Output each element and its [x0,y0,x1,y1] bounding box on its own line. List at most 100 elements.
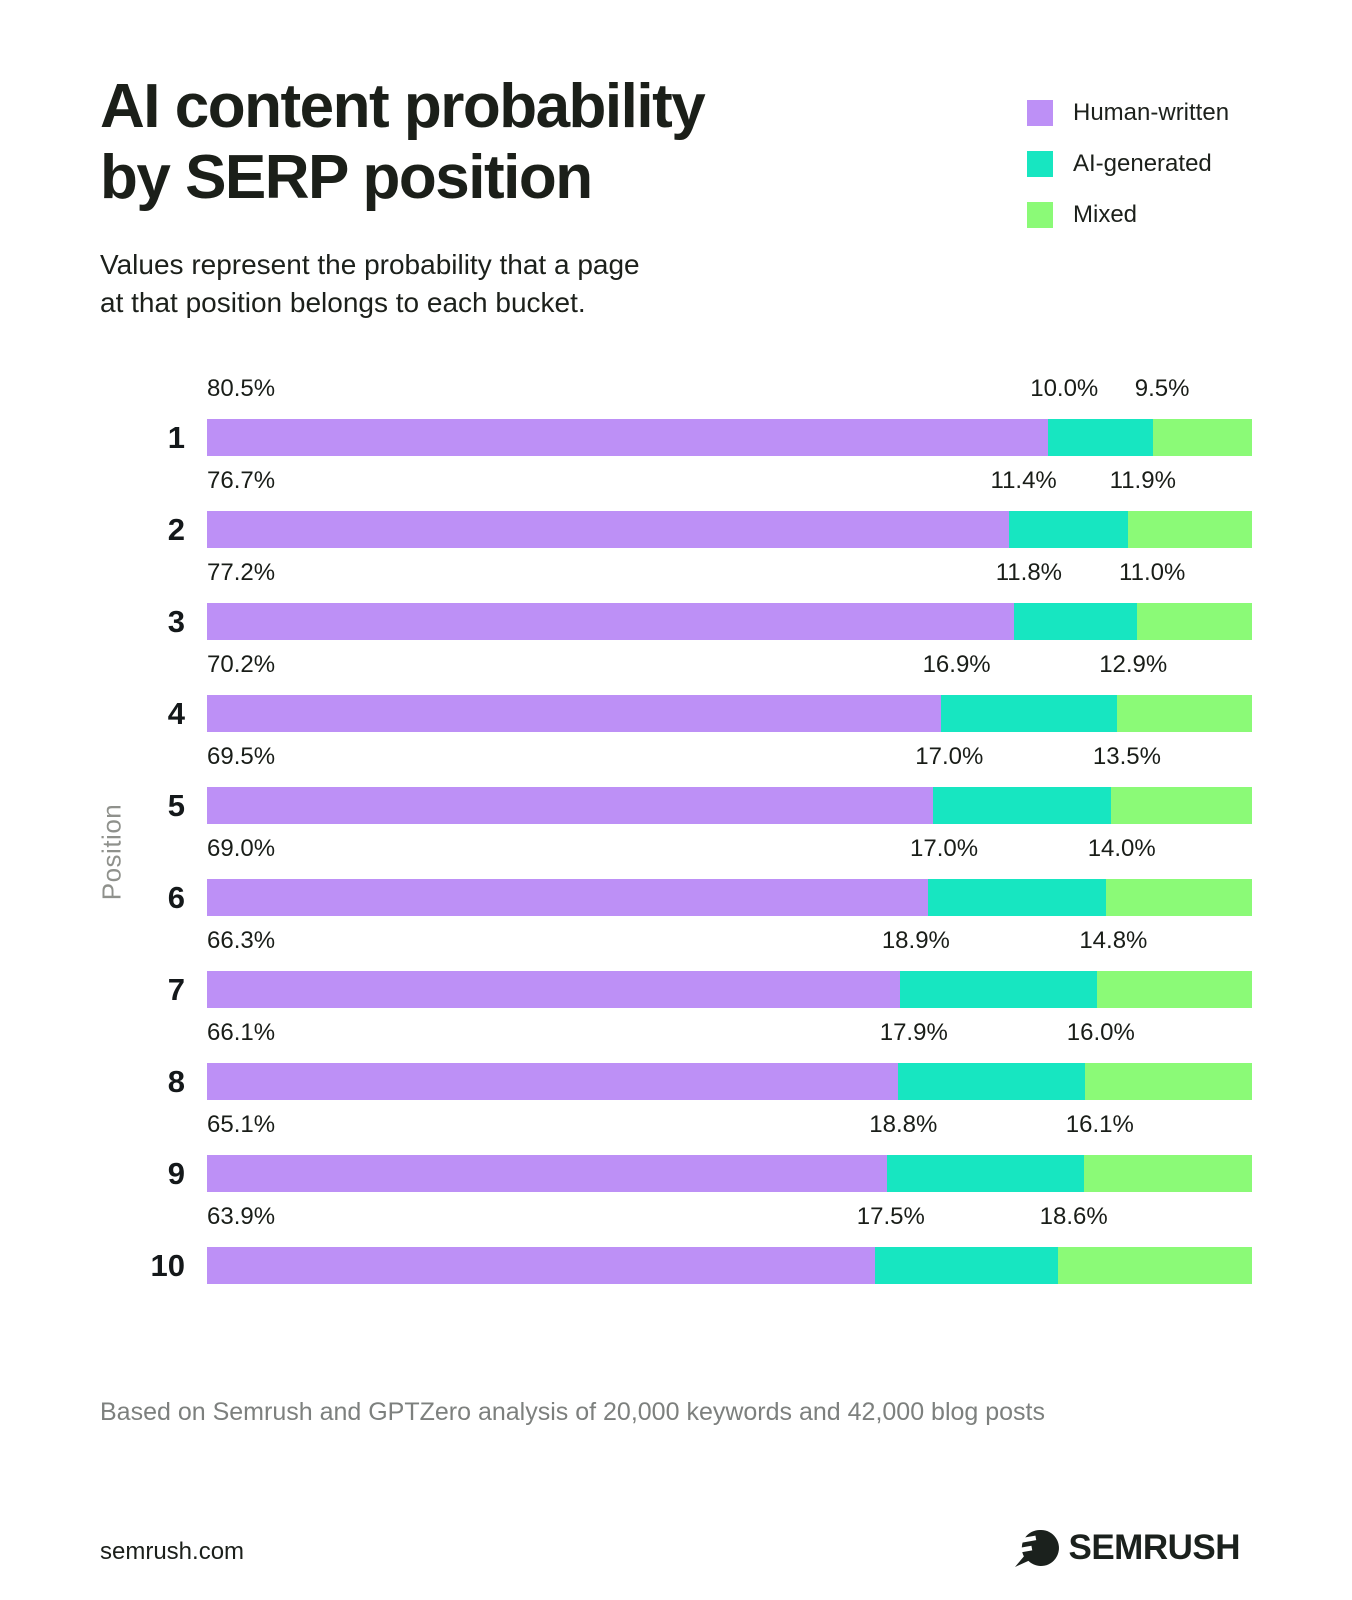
value-label-human-written: 65.1% [207,1111,276,1138]
bar-segment-ai-generated [940,695,1118,732]
value-label-human-written: 66.3% [207,927,276,954]
bar-segment-human-written [207,1247,875,1284]
stacked-bar [207,511,1252,548]
bar-segment-ai-generated [1048,419,1153,456]
value-label-ai-generated: 17.0% [910,835,979,862]
bar-segment-mixed [1084,1063,1252,1100]
stacked-bar [207,1063,1252,1100]
bar-segment-ai-generated [933,787,1111,824]
value-label-human-written: 80.5% [207,375,276,402]
bar-segment-ai-generated [887,1155,1084,1192]
value-label-ai-generated: 17.5% [856,1203,925,1230]
stacked-bar [207,419,1252,456]
row-position-label: 8 [167,1064,185,1099]
row-value-labels: 63.9% 17.5% 18.6% [207,1203,1252,1237]
legend-swatch-human-written [1027,100,1053,126]
value-label-mixed: 9.5% [1134,375,1190,402]
chart-row: 3 77.2% 11.8% 11.0% [100,557,1252,649]
row-value-labels: 77.2% 11.8% 11.0% [207,559,1252,593]
bar-segment-ai-generated [928,879,1106,916]
value-label-human-written: 76.7% [207,467,276,494]
value-label-ai-generated: 17.9% [879,1019,948,1046]
value-label-ai-generated: 11.4% [990,467,1057,494]
stacked-bar [207,603,1252,640]
title-line-1: AI content probability [100,72,706,141]
bar-segment-human-written [207,603,1014,640]
row-value-labels: 66.3% 18.9% 14.8% [207,927,1252,961]
bar-segment-ai-generated [1008,511,1128,548]
legend-item-ai-generated: AI-generated [1027,150,1229,177]
value-label-ai-generated: 10.0% [1030,375,1099,402]
row-position-label: 3 [167,604,185,639]
legend-swatch-ai-generated [1027,151,1053,177]
row-position-label: 10 [150,1248,185,1283]
bar-segment-mixed [1057,1247,1252,1284]
stacked-bar [207,1155,1252,1192]
row-position-label: 5 [167,788,185,823]
value-label-mixed: 11.0% [1119,559,1186,586]
value-label-human-written: 69.0% [207,835,276,862]
bar-segment-human-written [207,1155,888,1192]
semrush-logo: SEMRUSH [1013,1528,1240,1568]
bar-segment-ai-generated [899,971,1098,1008]
stacked-bar [207,787,1252,824]
row-position-label: 6 [167,880,185,915]
legend-item-mixed: Mixed [1027,201,1229,228]
value-label-human-written: 66.1% [207,1019,276,1046]
row-value-labels: 76.7% 11.4% 11.9% [207,467,1252,501]
chart-row: 10 63.9% 17.5% 18.6% [100,1201,1252,1293]
value-label-human-written: 69.5% [207,743,276,770]
value-label-mixed: 12.9% [1099,651,1168,678]
value-label-mixed: 16.0% [1066,1019,1135,1046]
bar-segment-human-written [207,971,900,1008]
value-label-human-written: 63.9% [207,1203,276,1230]
title-line-2: by SERP position [100,142,593,212]
chart-row: 5 69.5% 17.0% 13.5% [100,741,1252,833]
stacked-bar [207,695,1252,732]
bar-segment-mixed [1105,879,1252,916]
bar-segment-human-written [207,1063,898,1100]
row-value-labels: 66.1% 17.9% 16.0% [207,1019,1252,1053]
chart-row: 1 80.5% 10.0% 9.5% [100,373,1252,465]
chart-row: 4 70.2% 16.9% 12.9% [100,649,1252,741]
row-position-label: 1 [167,420,185,455]
comet-icon [1013,1529,1060,1567]
bar-segment-mixed [1083,1155,1252,1192]
page-title: AI content probability by SERP position [100,72,706,213]
logo-text: SEMRUSH [1068,1528,1240,1567]
value-label-mixed: 13.5% [1092,743,1161,770]
legend: Human-written AI-generated Mixed [1027,99,1229,253]
stacked-bar [207,1247,1252,1284]
value-label-mixed: 16.1% [1065,1111,1134,1138]
bar-segment-ai-generated [874,1247,1058,1284]
value-label-human-written: 77.2% [207,559,276,586]
bar-segment-mixed [1127,511,1252,548]
bar-segment-mixed [1152,419,1252,456]
legend-label: AI-generated [1073,150,1212,177]
chart-row: 7 66.3% 18.9% 14.8% [100,925,1252,1017]
bar-segment-human-written [207,419,1049,456]
chart-row: 9 65.1% 18.8% 16.1% [100,1109,1252,1201]
value-label-ai-generated: 18.8% [869,1111,938,1138]
value-label-human-written: 70.2% [207,651,276,678]
bar-segment-human-written [207,511,1009,548]
value-label-mixed: 14.8% [1079,927,1148,954]
site-url: semrush.com [100,1538,245,1565]
row-position-label: 2 [167,512,185,547]
row-position-label: 4 [167,696,185,731]
chart: 1 80.5% 10.0% 9.5% 2 76.7% 11.4% 11.9% 3 77.2% 11.… [100,373,1252,1293]
value-label-ai-generated: 18.9% [881,927,950,954]
row-value-labels: 65.1% 18.8% 16.1% [207,1111,1252,1145]
row-value-labels: 70.2% 16.9% 12.9% [207,651,1252,685]
legend-swatch-mixed [1027,202,1053,228]
bar-segment-ai-generated [897,1063,1085,1100]
bar-segment-mixed [1137,603,1252,640]
stacked-bar [207,971,1252,1008]
row-position-label: 7 [167,972,185,1007]
value-label-ai-generated: 11.8% [995,559,1063,586]
bar-segment-ai-generated [1013,603,1138,640]
bar-segment-human-written [207,787,934,824]
chart-row: 2 76.7% 11.4% 11.9% [100,465,1252,557]
row-value-labels: 69.0% 17.0% 14.0% [207,835,1252,869]
